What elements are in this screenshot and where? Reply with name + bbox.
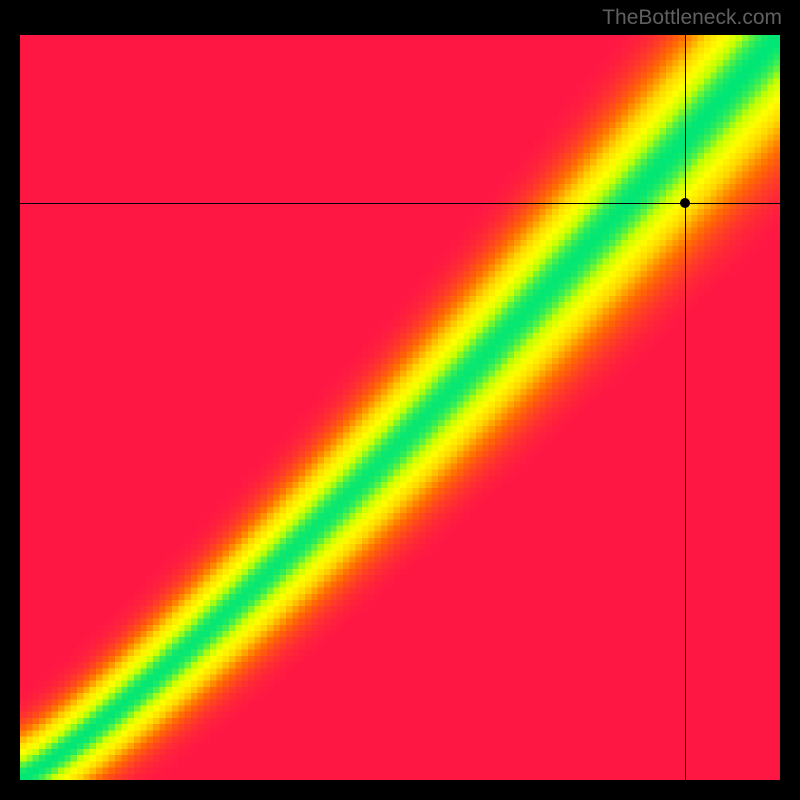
crosshair-horizontal bbox=[20, 203, 780, 204]
watermark-text: TheBottleneck.com bbox=[602, 6, 782, 30]
heatmap-canvas bbox=[20, 35, 780, 780]
heatmap-chart bbox=[20, 35, 780, 780]
crosshair-marker bbox=[680, 198, 690, 208]
crosshair-vertical bbox=[685, 35, 686, 780]
